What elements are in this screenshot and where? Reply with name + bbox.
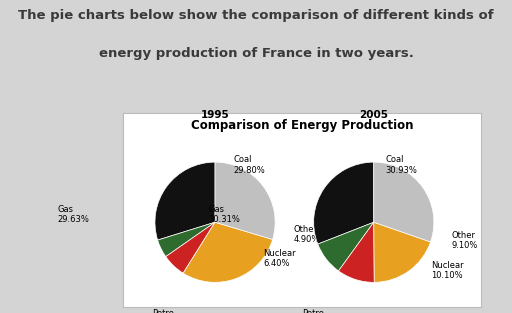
Wedge shape — [374, 222, 431, 282]
Text: Comparison of Energy Production: Comparison of Energy Production — [191, 119, 413, 131]
Text: 1995: 1995 — [201, 110, 229, 120]
Wedge shape — [374, 162, 434, 242]
Text: Gas
30.31%: Gas 30.31% — [208, 205, 240, 224]
Text: Petro
19.55%: Petro 19.55% — [302, 309, 333, 313]
Text: Petro
29.27%: Petro 29.27% — [152, 309, 184, 313]
Text: The pie charts below show the comparison of different kinds of: The pie charts below show the comparison… — [18, 9, 494, 23]
Text: 2005: 2005 — [359, 110, 388, 120]
Text: Nuclear
10.10%: Nuclear 10.10% — [431, 261, 463, 280]
Wedge shape — [155, 162, 215, 240]
Text: Coal
29.80%: Coal 29.80% — [233, 156, 265, 175]
Text: energy production of France in two years.: energy production of France in two years… — [99, 47, 413, 60]
Wedge shape — [183, 222, 272, 282]
Wedge shape — [318, 222, 374, 271]
Wedge shape — [314, 162, 374, 244]
Wedge shape — [166, 222, 215, 273]
Text: Nuclear
6.40%: Nuclear 6.40% — [263, 249, 296, 268]
Text: Other
9.10%: Other 9.10% — [452, 231, 478, 250]
Text: Gas
29.63%: Gas 29.63% — [57, 205, 89, 224]
Text: Coal
30.93%: Coal 30.93% — [386, 156, 418, 175]
Wedge shape — [215, 162, 275, 239]
Wedge shape — [338, 222, 374, 282]
Text: Other
4.90%: Other 4.90% — [293, 224, 319, 244]
Wedge shape — [158, 222, 215, 257]
